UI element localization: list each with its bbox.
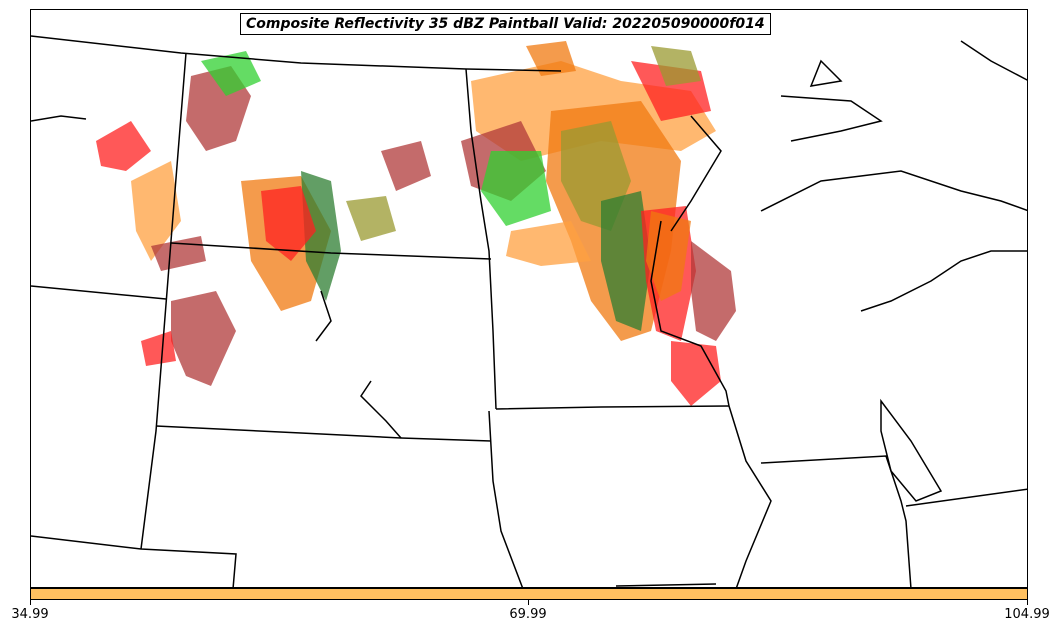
colorbar-tick xyxy=(30,600,31,605)
storm-cell xyxy=(601,191,651,331)
storm-cell xyxy=(506,221,591,266)
reflectivity-west xyxy=(96,51,431,386)
storm-cell xyxy=(131,161,181,261)
storm-cell xyxy=(381,141,431,191)
storm-cell xyxy=(646,211,691,301)
storm-cell xyxy=(691,241,736,341)
colorbar-tick xyxy=(1027,600,1028,605)
storm-cell xyxy=(301,171,341,301)
reflectivity-east xyxy=(461,41,736,406)
storm-cell xyxy=(96,121,151,171)
colorbar-tick xyxy=(528,600,529,605)
storm-cell xyxy=(526,41,576,76)
storm-cell xyxy=(261,186,316,261)
storm-cell xyxy=(346,196,396,241)
colorbar-tick-label-mid: 69.99 xyxy=(509,607,547,622)
colorbar-tick-label-min: 34.99 xyxy=(11,607,49,622)
state-boundaries xyxy=(31,35,1027,587)
storm-cell xyxy=(171,291,236,386)
colorbar xyxy=(30,588,1028,600)
storm-cell xyxy=(481,151,551,226)
storm-cell xyxy=(651,46,701,86)
storm-cell xyxy=(201,51,261,96)
colorbar-tick-label-max: 104.99 xyxy=(1004,607,1050,622)
map-canvas xyxy=(31,35,1027,587)
storm-cell xyxy=(671,341,721,406)
map-panel xyxy=(30,9,1028,588)
storm-cell xyxy=(141,331,176,366)
map-title: Composite Reflectivity 35 dBZ Paintball … xyxy=(240,13,771,35)
